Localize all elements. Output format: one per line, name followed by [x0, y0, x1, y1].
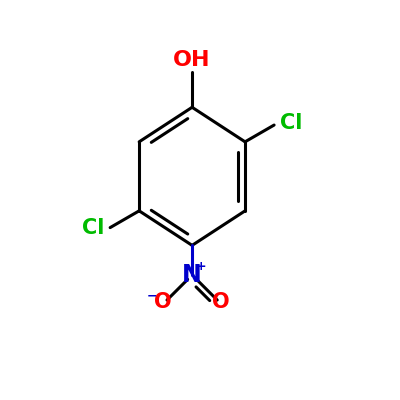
- Text: N: N: [182, 263, 202, 287]
- Text: O: O: [154, 292, 172, 312]
- Text: O: O: [212, 292, 230, 312]
- Text: +: +: [196, 260, 206, 273]
- Text: Cl: Cl: [82, 218, 104, 238]
- Text: OH: OH: [173, 50, 211, 70]
- Text: Cl: Cl: [280, 113, 302, 133]
- Text: −: −: [147, 290, 157, 303]
